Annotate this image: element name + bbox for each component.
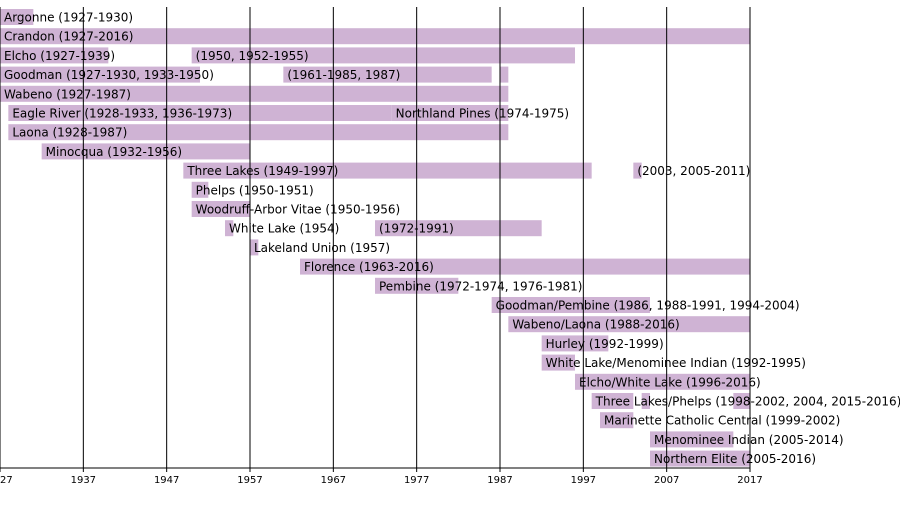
bar (300, 258, 750, 275)
bar (225, 220, 234, 237)
bar-label: Elcho (1927-1939) (4, 49, 115, 63)
bar (650, 431, 734, 448)
bar-label: Northland Pines (1974-1975) (396, 107, 569, 121)
bar-label: (2003, 2005-2011) (637, 164, 750, 178)
bar (541, 335, 609, 352)
bar (650, 450, 750, 467)
bar-label: (1950, 1952-1955) (196, 49, 309, 63)
bar-label: (1972-1991) (379, 222, 454, 236)
x-tick-label: 1937 (71, 475, 96, 486)
bar (0, 66, 200, 83)
x-tick-label: 1967 (321, 475, 346, 486)
bar (600, 412, 634, 429)
bar (541, 354, 575, 371)
x-tick-label: 1947 (154, 475, 179, 486)
bar-label: Lakeland Union (1957) (254, 241, 390, 255)
bar-label: Pembine (1972-1974, 1976-1981) (379, 279, 582, 293)
bar-label: Florence (1963-2016) (304, 260, 434, 274)
bar-label: Menominee Indian (2005-2014) (654, 433, 844, 447)
bar (283, 66, 492, 83)
bar (391, 105, 509, 121)
x-tick-label: 1997 (571, 475, 596, 486)
bar-label: Marinette Catholic Central (1999-2002) (604, 414, 840, 428)
bar (8, 124, 509, 141)
bar-label: Minocqua (1932-1956) (46, 145, 182, 159)
bar (183, 162, 592, 179)
bar (0, 28, 750, 45)
x-tick-label: 1977 (404, 475, 429, 486)
x-tick-label: 1957 (237, 475, 262, 486)
bar-label: Phelps (1950-1951) (196, 183, 314, 197)
bar (191, 201, 250, 217)
bar (0, 47, 109, 64)
bar-label: White Lake/Menominee Indian (1992-1995) (546, 356, 806, 370)
bar (41, 143, 250, 160)
bar (8, 105, 392, 121)
bar (0, 85, 509, 102)
x-tick-label: 1987 (487, 475, 512, 486)
bar-label: Eagle River (1928-1933, 1936-1973) (12, 107, 232, 121)
grid (0, 7, 751, 472)
x-tick-label: 2017 (737, 475, 762, 486)
bar (641, 393, 650, 409)
bar (500, 66, 509, 83)
bar-label: Goodman (1927-1930, 1933-1950) (4, 68, 214, 82)
bar-label: Wabeno (1927-1987) (4, 87, 131, 101)
labels: 1927 1937 1947 1957 1967 1977 1987 1997 2007 2017… (0, 11, 900, 487)
bar (508, 316, 750, 333)
bar (0, 9, 34, 25)
bar-label: Argonne (1927-1930) (4, 11, 133, 25)
bars (0, 9, 750, 467)
bar-label: Three Lakes (1949-1997) (186, 164, 338, 178)
bar-label: Elcho/White Lake (1996-2016) (579, 375, 761, 389)
bar-label: Goodman/Pembine (1986, 1988-1991, 1994-2… (496, 299, 800, 313)
bar-label: Three Lakes/Phelps (1998-2002, 2004, 201… (595, 395, 900, 409)
bar-label: Laona (1928-1987) (12, 126, 127, 140)
bar (733, 393, 750, 409)
bar (591, 393, 634, 409)
bar (491, 297, 650, 313)
bar (633, 162, 642, 179)
bar-label: Wabeno/Laona (1988-2016) (512, 318, 679, 332)
bar-label: White Lake (1954) (229, 222, 339, 236)
bar-label: Woodruff-Arbor Vitae (1950-1956) (196, 203, 401, 217)
bar-label: Hurley (1992-1999) (546, 337, 664, 351)
bar (191, 181, 209, 198)
x-tick-label: 1927 (0, 475, 13, 486)
bar (575, 373, 750, 390)
x-tick-label: 2007 (654, 475, 679, 486)
bar-label: Crandon (1927-2016) (4, 30, 133, 44)
bar-label: Northern Elite (2005-2016) (654, 452, 816, 466)
bar (250, 239, 259, 256)
bar-label: (1961-1985, 1987) (287, 68, 400, 82)
bar (191, 47, 575, 64)
